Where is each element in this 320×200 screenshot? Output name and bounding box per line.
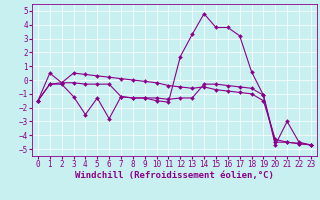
X-axis label: Windchill (Refroidissement éolien,°C): Windchill (Refroidissement éolien,°C) <box>75 171 274 180</box>
